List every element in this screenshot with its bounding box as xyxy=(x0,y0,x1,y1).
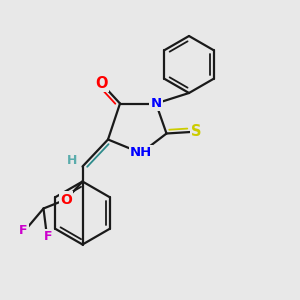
Text: NH: NH xyxy=(130,146,152,160)
Text: O: O xyxy=(60,193,72,206)
Text: N: N xyxy=(150,97,162,110)
Text: F: F xyxy=(19,224,28,237)
Text: H: H xyxy=(67,154,77,167)
Text: S: S xyxy=(191,124,202,140)
Text: O: O xyxy=(96,76,108,91)
Text: F: F xyxy=(44,230,52,243)
